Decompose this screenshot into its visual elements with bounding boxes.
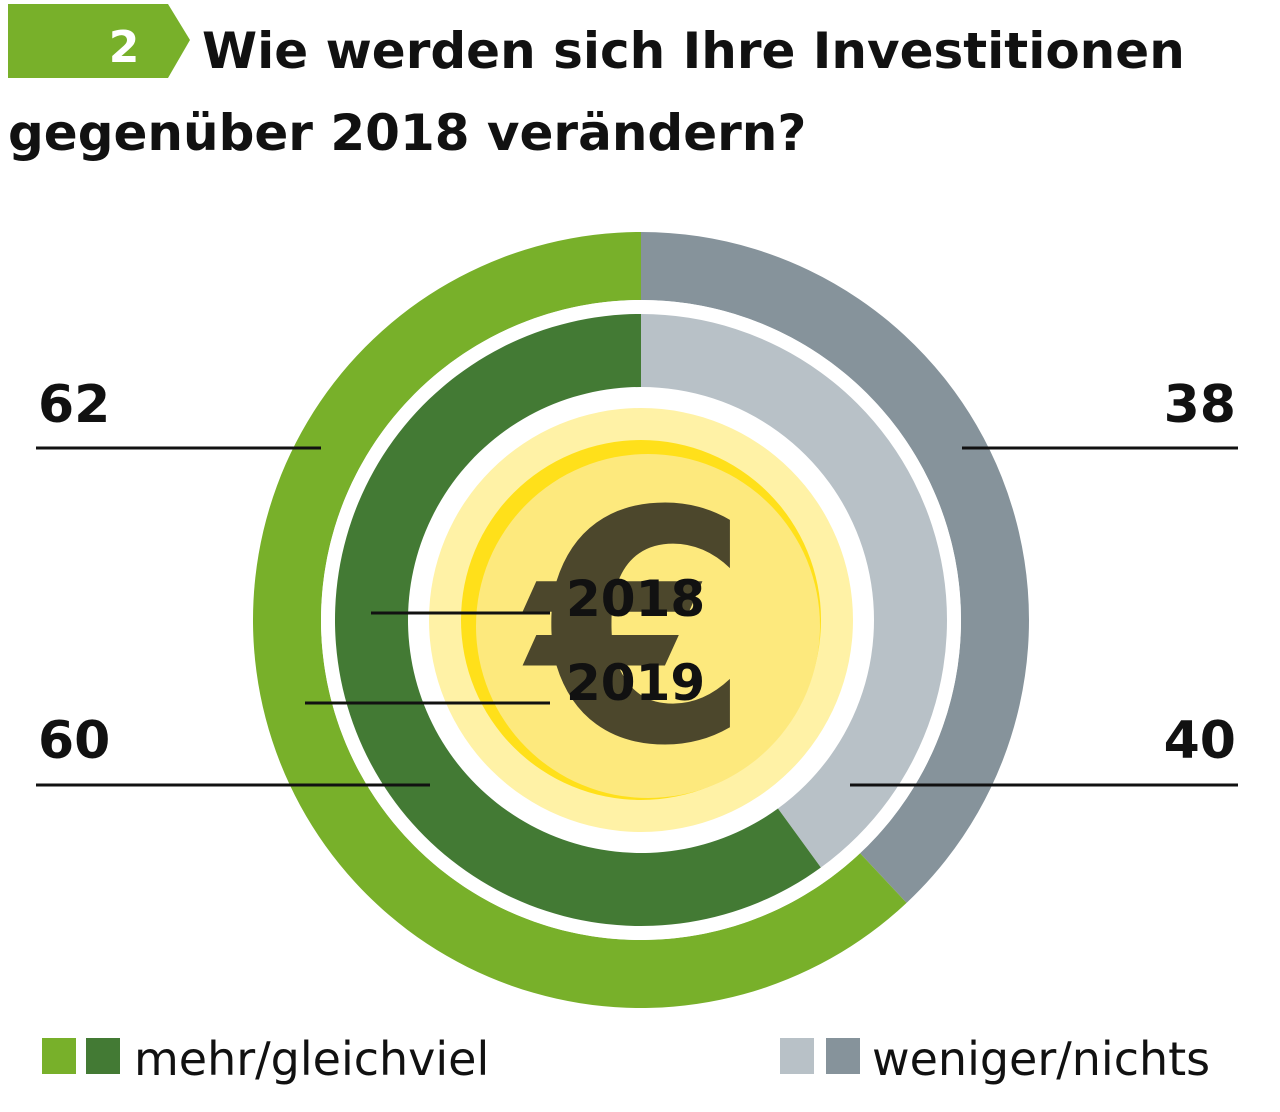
center-label-2019: 2019	[566, 654, 705, 712]
outer-ring-2019-segment-weniger	[641, 232, 1029, 903]
legend: mehr/gleichviel weniger/nichts	[42, 1032, 1210, 1086]
svg-text:€: €	[519, 444, 752, 816]
chart-title-line-2: gegenüber 2018 verändern?	[8, 104, 806, 162]
legend-label-weniger: weniger/nichts	[872, 1032, 1210, 1086]
legend-swatch-mehr-2019	[42, 1038, 76, 1074]
legend-swatch-weniger-2019	[826, 1038, 860, 1074]
center-label-2018: 2018	[566, 570, 705, 628]
data-label-2018-weniger: 40	[1164, 711, 1236, 771]
question-number-badge	[8, 4, 190, 78]
euro-coin-icon: €	[409, 388, 873, 852]
legend-label-mehr: mehr/gleichviel	[134, 1032, 489, 1086]
data-label-2019-weniger: 38	[1164, 375, 1236, 435]
data-label-2019-mehr: 62	[38, 375, 110, 435]
outer-ring-2019	[252, 232, 1029, 1008]
outer-ring-2019-segment-mehr	[252, 232, 907, 1008]
data-label-2018-mehr: 60	[38, 711, 110, 771]
legend-swatch-mehr-2018	[86, 1038, 120, 1074]
legend-swatch-weniger-2018	[780, 1038, 814, 1074]
inner-ring-2018-segment-weniger	[641, 314, 947, 868]
question-number: 2	[109, 22, 140, 73]
chart-title-line-1: Wie werden sich Ihre Investitionen	[202, 22, 1185, 80]
inner-ring-2018-segment-mehr	[334, 314, 821, 926]
